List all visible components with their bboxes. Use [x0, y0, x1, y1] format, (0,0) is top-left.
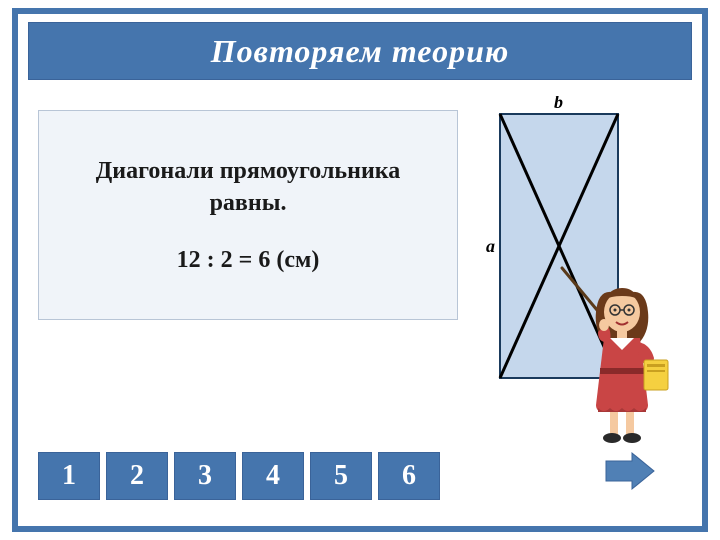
- page-title: Повторяем теорию: [211, 33, 509, 70]
- nav-button-row: 1 2 3 4 5 6: [38, 452, 440, 500]
- theory-text: Диагонали прямоугольника равны.: [59, 156, 437, 218]
- content-box: Диагонали прямоугольника равны. 12 : 2 =…: [38, 110, 458, 320]
- label-a: a: [486, 236, 495, 256]
- label-b: b: [554, 96, 563, 112]
- title-bar: Повторяем теорию: [28, 22, 692, 80]
- nav-button-3[interactable]: 3: [174, 452, 236, 500]
- nav-button-4[interactable]: 4: [242, 452, 304, 500]
- nav-button-2[interactable]: 2: [106, 452, 168, 500]
- next-arrow-button[interactable]: [602, 451, 658, 496]
- teacher-illustration: [554, 250, 684, 450]
- nav-button-6[interactable]: 6: [378, 452, 440, 500]
- main-frame: Повторяем теорию Диагонали прямоугольник…: [12, 8, 708, 532]
- nav-button-5[interactable]: 5: [310, 452, 372, 500]
- nav-button-1[interactable]: 1: [38, 452, 100, 500]
- calculation-text: 12 : 2 = 6 (см): [59, 247, 437, 274]
